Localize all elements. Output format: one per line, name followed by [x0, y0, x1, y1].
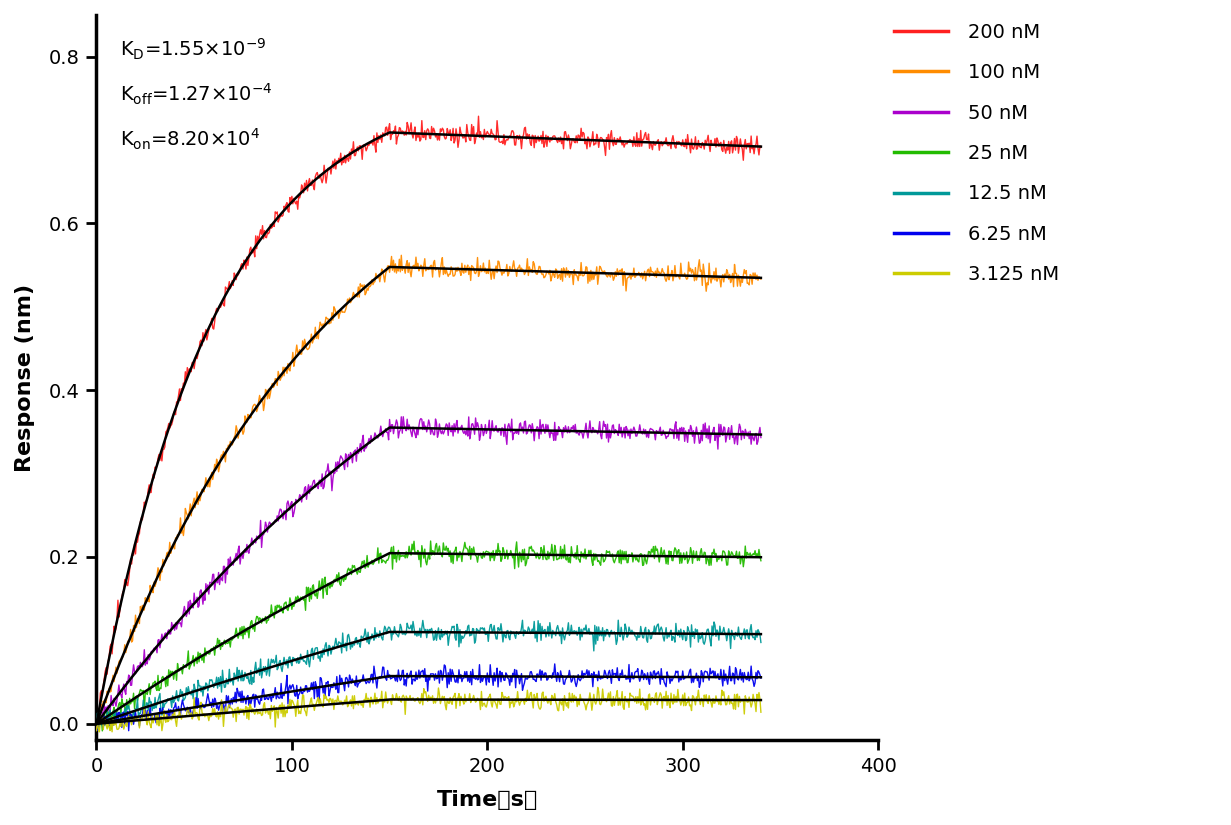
100 nM: [407, 264, 422, 274]
12.5 nM: [474, 624, 489, 634]
25 nM: [559, 555, 574, 565]
6.25 nM: [89, 716, 103, 726]
3.125 nM: [591, 682, 606, 692]
50 nM: [140, 659, 155, 669]
12.5 nM: [611, 615, 625, 625]
Line: 200 nM: 200 nM: [96, 116, 761, 725]
200 nM: [406, 133, 421, 143]
3.125 nM: [89, 726, 103, 736]
200 nM: [558, 127, 572, 137]
100 nM: [203, 474, 218, 484]
200 nM: [505, 126, 519, 136]
6.25 nM: [505, 676, 519, 686]
25 nM: [423, 536, 438, 546]
25 nM: [406, 536, 421, 546]
3.125 nM: [406, 695, 421, 705]
6.25 nM: [753, 673, 768, 683]
50 nM: [475, 424, 490, 434]
200 nM: [202, 320, 217, 330]
Line: 3.125 nM: 3.125 nM: [96, 687, 761, 732]
50 nM: [90, 723, 105, 733]
6.25 nM: [548, 659, 563, 669]
Line: 6.25 nM: 6.25 nM: [96, 664, 761, 731]
100 nM: [90, 718, 105, 728]
12.5 nM: [558, 630, 572, 640]
200 nM: [753, 143, 768, 153]
50 nM: [753, 432, 768, 442]
Y-axis label: Response (nm): Response (nm): [15, 284, 34, 472]
100 nM: [89, 718, 103, 728]
12.5 nM: [103, 724, 118, 734]
200 nM: [474, 133, 489, 143]
Line: 50 nM: 50 nM: [96, 417, 761, 728]
25 nM: [203, 644, 218, 654]
3.125 nM: [753, 707, 768, 717]
12.5 nM: [505, 629, 519, 639]
3.125 nM: [474, 686, 489, 696]
100 nM: [559, 263, 574, 273]
12.5 nM: [203, 676, 218, 686]
3.125 nM: [92, 727, 107, 737]
12.5 nM: [89, 719, 103, 729]
100 nM: [505, 261, 519, 271]
200 nM: [139, 496, 154, 506]
12.5 nM: [140, 698, 155, 708]
Legend: 200 nM, 100 nM, 50 nM, 25 nM, 12.5 nM, 6.25 nM, 3.125 nM: 200 nM, 100 nM, 50 nM, 25 nM, 12.5 nM, 6…: [886, 15, 1066, 292]
6.25 nM: [474, 671, 489, 681]
50 nM: [505, 435, 519, 445]
25 nM: [95, 726, 110, 736]
100 nM: [753, 274, 768, 284]
100 nM: [140, 596, 155, 606]
25 nM: [140, 690, 155, 700]
25 nM: [505, 553, 519, 563]
3.125 nM: [505, 698, 519, 708]
50 nM: [89, 722, 103, 732]
3.125 nM: [140, 720, 155, 730]
Line: 12.5 nM: 12.5 nM: [96, 620, 761, 729]
6.25 nM: [140, 705, 155, 715]
100 nM: [394, 250, 409, 260]
X-axis label: Time（s）: Time（s）: [437, 790, 538, 810]
12.5 nM: [753, 638, 768, 648]
3.125 nM: [558, 697, 572, 707]
50 nM: [203, 578, 218, 587]
Text: K$_\mathrm{D}$=1.55×10$^{-9}$
K$_\mathrm{off}$=1.27×10$^{-4}$
K$_\mathrm{on}$=8.: K$_\mathrm{D}$=1.55×10$^{-9}$ K$_\mathrm…: [119, 37, 272, 152]
50 nM: [559, 425, 574, 435]
6.25 nM: [559, 673, 574, 683]
Line: 100 nM: 100 nM: [96, 255, 761, 723]
6.25 nM: [122, 726, 137, 736]
6.25 nM: [406, 674, 421, 684]
100 nM: [475, 266, 490, 276]
50 nM: [407, 429, 422, 439]
25 nM: [475, 554, 490, 563]
12.5 nM: [406, 623, 421, 633]
50 nM: [396, 412, 411, 422]
25 nM: [89, 720, 103, 730]
3.125 nM: [203, 712, 218, 722]
200 nM: [471, 111, 486, 121]
25 nM: [753, 556, 768, 566]
Line: 25 nM: 25 nM: [96, 541, 761, 731]
200 nM: [89, 720, 103, 730]
6.25 nM: [203, 697, 218, 707]
